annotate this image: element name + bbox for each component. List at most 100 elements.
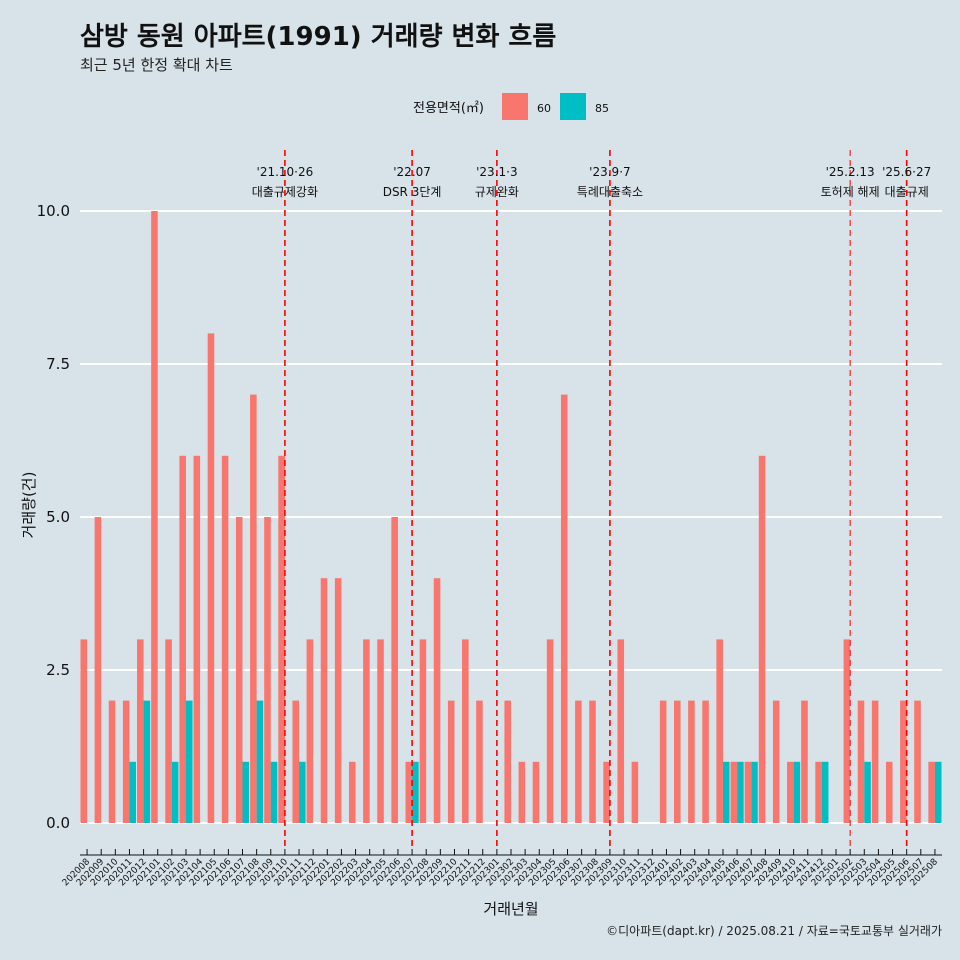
source-caption: ©디아파트(dapt.kr) / 2025.08.21 / 자료=국토교통부 실…	[606, 924, 942, 938]
bar-85	[299, 761, 306, 823]
event-name-label: 토허제 해제	[821, 185, 880, 199]
event-name-label: DSR 3단계	[383, 185, 442, 199]
bar-60	[589, 700, 596, 823]
bar-60	[363, 639, 370, 823]
event-date-label: '21.10·26	[257, 165, 314, 179]
y-axis-title: 거래량(건)	[20, 472, 38, 539]
bar-60	[730, 761, 738, 823]
event-name-label: 규제완화	[475, 185, 519, 199]
bar-60	[914, 700, 921, 823]
y-tick-label: 5.0	[46, 508, 70, 526]
bar-60	[94, 517, 102, 823]
event-name-label: 특례대출축소	[577, 185, 643, 199]
bar-60	[532, 761, 540, 823]
bar-60	[207, 333, 215, 823]
bar-60	[603, 761, 610, 823]
y-tick-label: 7.5	[46, 355, 70, 373]
bar-85	[793, 761, 801, 823]
bar-60	[744, 761, 752, 823]
bar-60	[348, 761, 356, 823]
bar-85	[821, 761, 829, 823]
y-tick-label: 10.0	[37, 202, 70, 220]
bar-60	[377, 639, 384, 823]
bar-60	[235, 517, 243, 823]
legend-swatch-85	[560, 93, 586, 120]
bar-60	[857, 700, 865, 823]
bar-60	[80, 639, 88, 823]
bar-60	[462, 639, 469, 823]
legend-label-85: 85	[595, 102, 609, 115]
event-date-label: '25.2.13	[826, 165, 875, 179]
bar-60	[193, 455, 201, 823]
legend-label-60: 60	[537, 102, 551, 115]
bar-60	[419, 639, 427, 823]
y-tick-label: 0.0	[46, 814, 70, 832]
bar-60	[815, 761, 822, 823]
bar-60	[137, 639, 144, 823]
bar-85	[412, 761, 419, 823]
bar-85	[129, 761, 137, 823]
bar-60	[659, 700, 667, 823]
chart-title: 삼방 동원 아파트(1991) 거래량 변화 흐름	[80, 22, 557, 52]
bar-85	[737, 761, 744, 823]
event-name-label: 대출규제	[885, 185, 929, 199]
bar-60	[165, 639, 172, 823]
bar-60	[575, 700, 582, 823]
bar-60	[560, 394, 568, 823]
legend-title: 전용면적(㎡)	[413, 101, 484, 116]
bar-60	[306, 639, 314, 823]
bar-60	[843, 639, 851, 823]
y-tick-label: 2.5	[46, 661, 70, 679]
bar-60	[264, 517, 271, 823]
bar-60	[122, 700, 130, 823]
bar-60	[758, 455, 766, 823]
bar-60	[108, 700, 116, 823]
bar-60	[391, 517, 398, 823]
bar-60	[871, 700, 879, 823]
bar-60	[900, 700, 907, 823]
bar-60	[504, 700, 511, 823]
bar-60	[151, 211, 158, 823]
event-date-label: '23.9·7	[589, 165, 630, 179]
legend-swatch-60	[502, 93, 528, 120]
bar-60	[292, 700, 300, 823]
bar-60	[617, 639, 625, 823]
bar-60	[674, 700, 681, 823]
bar-60	[518, 761, 526, 823]
bar-60	[631, 761, 639, 823]
bar-60	[772, 700, 780, 823]
bar-60	[885, 761, 893, 823]
bar-85	[864, 761, 871, 823]
bar-85	[143, 700, 151, 823]
event-date-label: '22.07	[393, 165, 431, 179]
bar-60	[405, 761, 413, 823]
event-date-label: '23.1·3	[476, 165, 517, 179]
bar-60	[546, 639, 554, 823]
bar-85	[934, 761, 942, 823]
bar-85	[722, 761, 730, 823]
bar-85	[270, 761, 278, 823]
bar-60	[447, 700, 455, 823]
bar-60	[320, 578, 328, 823]
chart-subtitle: 최근 5년 한정 확대 차트	[80, 56, 233, 74]
bar-85	[751, 761, 758, 823]
bar-60	[688, 700, 695, 823]
event-name-label: 대출규제강화	[252, 185, 318, 199]
x-axis-title: 거래년월	[483, 900, 538, 918]
bar-85	[242, 761, 250, 823]
bar-85	[185, 700, 193, 823]
bar-60	[716, 639, 723, 823]
bar-60	[928, 761, 935, 823]
bar-60	[433, 578, 441, 823]
bar-60	[334, 578, 342, 823]
bar-60	[250, 394, 257, 823]
bar-60	[221, 455, 229, 823]
bar-60	[476, 700, 483, 823]
bar-60	[702, 700, 709, 823]
bar-60	[179, 455, 186, 823]
bar-60	[278, 455, 285, 823]
bar-85	[171, 761, 179, 823]
bar-85	[256, 700, 264, 823]
event-date-label: '25.6·27	[882, 165, 931, 179]
